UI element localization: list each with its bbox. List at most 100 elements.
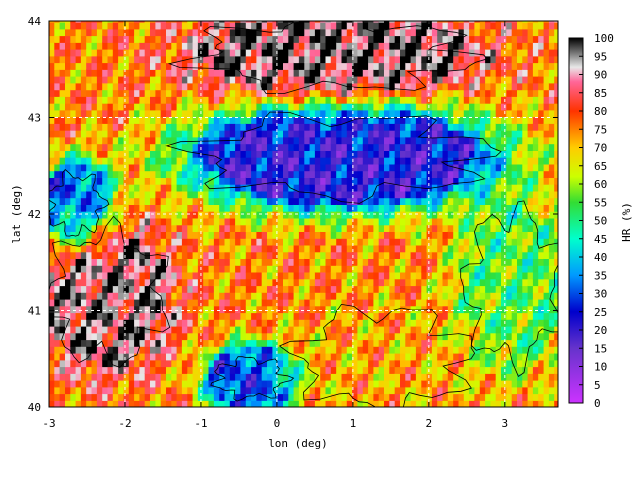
field-cell — [394, 103, 401, 111]
field-cell — [261, 76, 268, 84]
field-cell — [251, 298, 257, 307]
field-cell — [59, 163, 66, 172]
field-cell — [426, 150, 433, 158]
field-cell — [469, 163, 475, 172]
field-cell — [144, 157, 151, 165]
field-cell — [352, 319, 358, 327]
field-cell — [400, 271, 406, 280]
field-cell — [91, 298, 98, 307]
field-cell — [256, 339, 263, 347]
field-cell — [256, 109, 263, 118]
field-cell — [442, 359, 449, 368]
field-cell — [357, 393, 364, 401]
field-cell — [437, 251, 444, 259]
field-cell — [70, 55, 77, 64]
field-cell — [224, 366, 231, 374]
field-cell — [346, 298, 353, 307]
field-cell — [123, 170, 130, 178]
field-cell — [235, 366, 241, 374]
field-cell — [229, 366, 236, 374]
field-cell — [139, 82, 146, 91]
field-cell — [479, 359, 486, 368]
field-cell — [267, 298, 273, 307]
field-cell — [352, 366, 358, 374]
field-cell — [128, 35, 135, 43]
field-cell — [80, 325, 87, 334]
field-cell — [458, 28, 465, 37]
field-cell — [304, 123, 311, 131]
field-cell — [485, 170, 491, 178]
field-cell — [176, 271, 183, 280]
field-cell — [352, 190, 358, 199]
field-cell — [415, 285, 422, 293]
field-cell — [293, 177, 300, 185]
field-cell — [400, 224, 406, 232]
field-cell — [384, 170, 390, 178]
field-cell — [96, 258, 103, 266]
field-cell — [245, 143, 252, 151]
field-cell — [267, 22, 273, 30]
field-cell — [384, 400, 390, 407]
field-cell — [447, 400, 454, 407]
field-cell — [123, 163, 130, 172]
field-cell — [80, 258, 87, 266]
field-cell — [357, 238, 364, 246]
field-cell — [59, 123, 66, 131]
field-cell — [320, 177, 327, 185]
field-cell — [373, 177, 380, 185]
field-cell — [150, 292, 156, 300]
field-cell — [362, 62, 369, 70]
field-cell — [102, 359, 109, 368]
field-cell — [176, 170, 183, 178]
field-cell — [219, 42, 226, 50]
field-cell — [394, 22, 401, 30]
field-cell — [91, 163, 98, 172]
field-cell — [181, 49, 188, 57]
field-cell — [474, 400, 481, 407]
field-cell — [453, 346, 460, 354]
field-cell — [123, 224, 130, 232]
field-cell — [283, 238, 289, 246]
field-cell — [421, 292, 428, 300]
field-cell — [421, 103, 428, 111]
field-cell — [75, 217, 82, 226]
field-cell — [415, 238, 422, 246]
field-cell — [256, 190, 263, 199]
field-cell — [160, 49, 167, 57]
field-cell — [86, 325, 93, 334]
field-cell — [219, 251, 226, 259]
field-cell — [506, 393, 513, 401]
field-cell — [469, 211, 475, 219]
field-cell — [197, 339, 204, 347]
field-cell — [123, 292, 130, 300]
field-cell — [463, 42, 470, 50]
field-cell — [187, 143, 194, 151]
field-cell — [298, 49, 305, 57]
field-cell — [298, 42, 305, 50]
field-cell — [251, 393, 257, 401]
field-cell — [208, 76, 215, 84]
field-cell — [59, 76, 66, 84]
field-cell — [410, 89, 417, 97]
field-cell — [469, 332, 475, 341]
field-cell — [187, 400, 194, 407]
field-cell — [298, 292, 305, 300]
field-cell — [240, 312, 247, 320]
field-cell — [368, 278, 374, 287]
field-cell — [256, 400, 263, 407]
field-cell — [240, 204, 247, 212]
field-cell — [118, 400, 124, 407]
field-cell — [384, 89, 390, 97]
field-cell — [245, 211, 252, 219]
field-cell — [256, 244, 263, 253]
field-cell — [49, 103, 55, 111]
field-cell — [394, 312, 401, 320]
field-cell — [70, 373, 77, 381]
field-cell — [91, 305, 98, 314]
field-cell — [187, 197, 194, 205]
field-cell — [219, 55, 226, 64]
field-cell — [426, 190, 433, 199]
field-cell — [75, 96, 82, 104]
field-cell — [463, 55, 470, 64]
field-cell — [309, 346, 316, 354]
